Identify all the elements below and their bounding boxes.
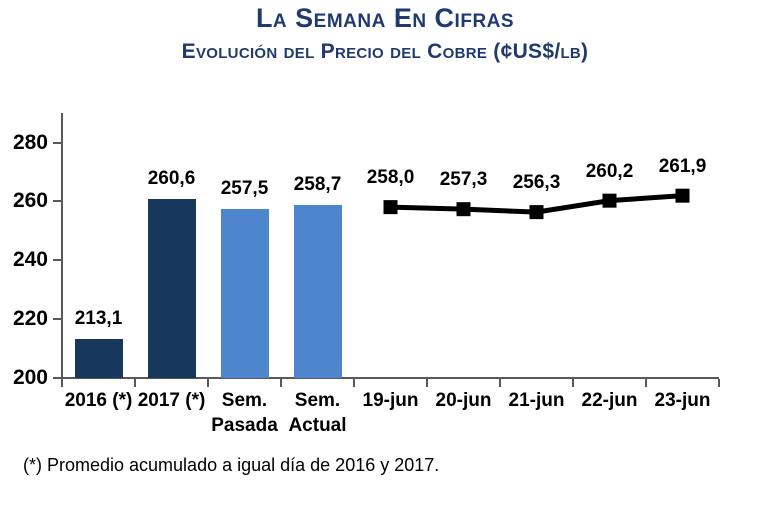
y-tick-label: 200 [12, 365, 48, 389]
bar-value-label-2016: 213,1 [74, 308, 123, 330]
chart-title: La Semana En Cifras [255, 3, 515, 33]
x-axis-tick [499, 379, 501, 387]
bar-value-label-2017: 260,6 [147, 168, 196, 190]
point-value-label-20-jun: 257,3 [439, 169, 488, 191]
point-value-label-22-jun: 260,2 [585, 160, 634, 182]
x-axis-tick [572, 379, 574, 387]
x-axis-line [61, 377, 719, 379]
y-tick-label: 260 [12, 189, 48, 213]
bar-2016 [74, 339, 123, 378]
x-category-label-sem-pasada: Sem. Pasada [211, 390, 278, 436]
x-axis-tick [207, 379, 209, 387]
point-value-label-19-jun: 258,0 [366, 167, 415, 189]
x-axis-tick [353, 379, 355, 387]
y-axis-tick [53, 259, 61, 261]
x-category-label-22-jun: 22-jun [581, 390, 638, 411]
x-axis-tick [280, 379, 282, 387]
x-axis-tick [61, 379, 63, 387]
x-axis-tick [645, 379, 647, 387]
x-category-label-2017: 2017 (*) [137, 390, 206, 411]
price-line [390, 193, 683, 215]
x-category-label-19-jun: 19-jun [362, 390, 419, 411]
line-marker-22-jun [602, 193, 617, 208]
y-tick-label: 220 [12, 306, 48, 330]
x-category-label-21-jun: 21-jun [508, 390, 565, 411]
x-category-label-23-jun: 23-jun [654, 390, 711, 411]
bar-sem-pasada [220, 208, 269, 378]
x-category-label-sem-actual: Sem. Actual [288, 390, 347, 436]
point-value-label-23-jun: 261,9 [658, 155, 707, 177]
bar-sem-actual [293, 205, 342, 378]
bar-2017 [147, 199, 196, 378]
y-axis-tick [53, 317, 61, 320]
x-category-label-2016: 2016 (*) [64, 390, 133, 411]
line-marker-19-jun [383, 200, 398, 215]
y-axis-line [61, 113, 63, 379]
y-tick-label: 240 [12, 248, 48, 271]
line-marker-21-jun [529, 205, 544, 220]
y-axis-tick [53, 376, 61, 379]
chart-subtitle: Evolución del Precio del Cobre (¢US$/lb) [181, 40, 589, 63]
bar-value-label-sem-actual: 258,7 [293, 174, 342, 196]
x-axis-tick [426, 379, 428, 387]
footnote-text: (*) Promedio acumulado a igual día de 20… [23, 455, 440, 475]
x-category-label-20-jun: 20-jun [435, 390, 492, 411]
bar-value-label-sem-pasada: 257,5 [220, 177, 269, 199]
x-axis-tick [718, 379, 720, 387]
y-axis-tick [53, 200, 61, 203]
y-tick-label: 280 [12, 130, 48, 154]
y-axis-tick [53, 141, 61, 144]
line-marker-23-jun [675, 188, 690, 203]
line-marker-20-jun [456, 202, 471, 217]
x-axis-tick [134, 379, 136, 387]
point-value-label-21-jun: 256,3 [512, 172, 561, 194]
